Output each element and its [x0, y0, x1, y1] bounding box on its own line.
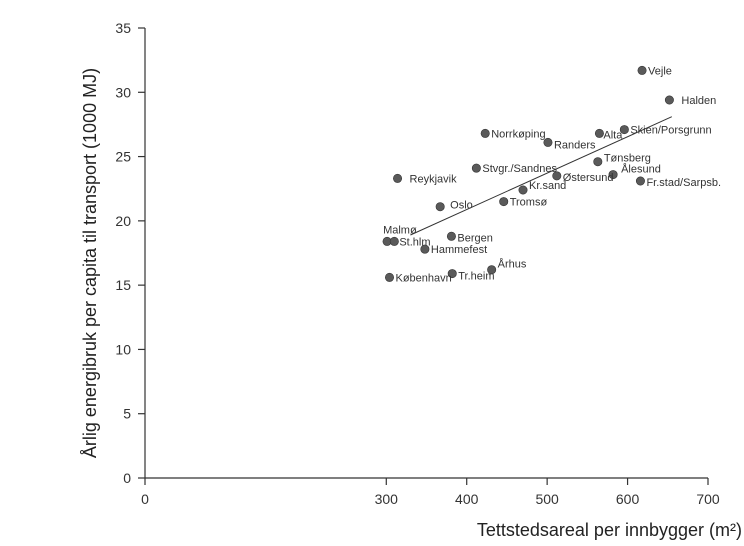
point-label: Reykjavik: [410, 173, 458, 185]
point-label: Fr.stad/Sarpsb.: [646, 177, 721, 189]
y-tick-label: 20: [115, 213, 131, 229]
point-label: Hammefest: [431, 244, 487, 256]
x-tick-label: 400: [455, 491, 479, 507]
data-point: [389, 236, 399, 246]
data-point: [447, 269, 457, 279]
point-label: Skien/Porsgrunn: [630, 125, 711, 137]
point-label: Randers: [554, 139, 596, 151]
data-point: [499, 197, 509, 207]
data-point: [552, 171, 562, 181]
data-point: [594, 128, 604, 138]
data-point: [518, 185, 528, 195]
x-tick-label: 600: [616, 491, 640, 507]
point-label: St.hlm: [399, 236, 430, 248]
x-tick-label: 300: [375, 491, 399, 507]
y-tick-label: 5: [123, 406, 131, 422]
y-tick-label: 10: [115, 341, 131, 357]
y-tick-label: 25: [115, 149, 131, 165]
point-label: Bergen: [457, 232, 492, 244]
data-point: [637, 65, 647, 75]
data-point: [664, 95, 674, 105]
data-point: [385, 272, 395, 282]
axes: [144, 28, 708, 479]
data-point: [635, 176, 645, 186]
point-label: Tønsberg: [604, 153, 651, 165]
y-tick-label: 30: [115, 84, 131, 100]
point-label: Kr.sand: [529, 180, 566, 192]
data-point: [480, 128, 490, 138]
point-label: Østersund: [563, 172, 614, 184]
data-point: [446, 231, 456, 241]
data-point: [487, 265, 497, 275]
x-ticks: 0 300 400 500 600 700: [141, 478, 720, 507]
data-point: [393, 173, 403, 183]
point-label: Halden: [681, 95, 716, 107]
y-tick-label: 0: [123, 470, 131, 486]
point-label: Norrkøping: [491, 128, 545, 140]
point-label: Tromsø: [510, 197, 548, 209]
x-tick-label: 0: [141, 491, 149, 507]
data-point: [619, 125, 629, 135]
data-point: [435, 202, 445, 212]
point-label: Vejle: [648, 65, 672, 77]
y-ticks: 0 5 10 15 20 25 30 35: [115, 20, 145, 486]
data-point: [608, 170, 618, 180]
point-labels: Vejle Halden Norrkøping Randers Alta Skien/Po…: [383, 65, 721, 284]
data-point: [420, 244, 430, 254]
point-label: Oslo: [450, 200, 473, 212]
point-label: København: [396, 272, 452, 284]
data-points: [382, 65, 674, 282]
x-tick-label: 700: [696, 491, 720, 507]
trend-line: [410, 116, 673, 236]
x-tick-label: 500: [535, 491, 559, 507]
point-label: Tr.heim: [458, 271, 494, 283]
y-tick-label: 35: [115, 20, 131, 36]
data-point: [471, 163, 481, 173]
point-label: Malmø: [383, 224, 417, 236]
y-axis-title: Årlig energibruk per capita til transpor…: [80, 68, 100, 458]
point-label: Alta: [603, 129, 623, 141]
y-tick-label: 15: [115, 277, 131, 293]
data-point: [543, 137, 553, 147]
point-label: Ålesund: [621, 163, 661, 176]
point-label: Århus: [498, 258, 527, 271]
point-label: Stvgr./Sandnes: [482, 163, 557, 175]
x-axis-title: Tettstedsareal per innbygger (m²): [477, 520, 742, 540]
data-point: [593, 157, 603, 167]
